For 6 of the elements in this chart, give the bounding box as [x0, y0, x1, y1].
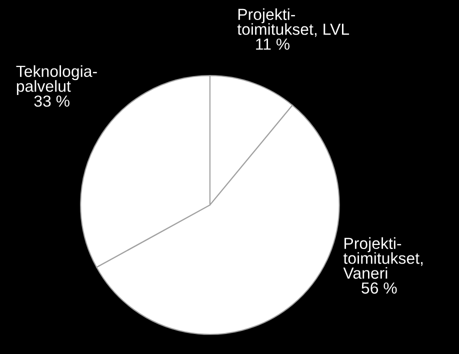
slice-label: Projekti- toimitukset, Vaneri [343, 237, 423, 279]
slice-label: Projekti- toimitukset, LVL [237, 8, 350, 37]
slice-label: Teknologia- palvelut [16, 65, 97, 96]
data-label: 33 % [34, 95, 70, 107]
data-label: 11 % [256, 38, 290, 50]
data-label: 56 % [362, 282, 397, 294]
